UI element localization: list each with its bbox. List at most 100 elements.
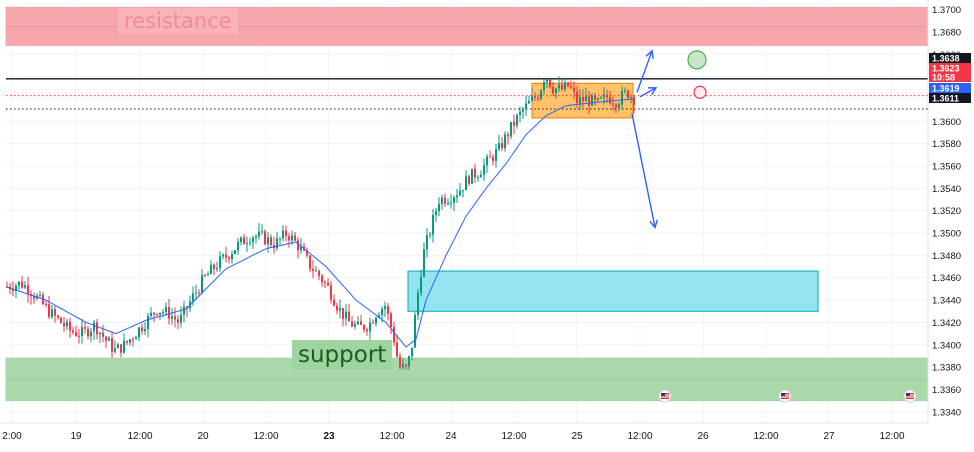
candle-body [513,121,515,126]
price-tick-label: 1.3460 [932,273,961,284]
flag-stripe [661,396,669,398]
time-tick-label: 12:00 [379,431,404,442]
candle-body [342,308,344,319]
candle-body [66,321,68,327]
candle-body [345,311,347,319]
candle-body [378,315,380,318]
candle-body [615,104,617,108]
annotations [631,49,707,229]
candle-body [588,96,590,106]
candle-body [450,202,452,204]
candle-body [417,292,419,315]
candle-body [357,321,359,325]
candle-body [168,306,170,319]
candle-body [621,91,623,105]
price-tick-label: 1.3680 [932,27,961,38]
candle-body [393,327,395,343]
candle-body [174,316,176,320]
candle-body [573,87,575,92]
candle-body [618,104,620,108]
trend-arrow [631,113,656,228]
candle-body [582,97,584,102]
candle-body [609,97,611,104]
price-tick-label: 1.3380 [932,363,961,374]
candle-body [237,241,239,251]
candle-body [201,275,203,293]
time-tick-label: 12:00 [627,431,652,442]
candle-body [477,177,479,179]
candle-body [471,168,473,184]
candle-body [633,96,635,105]
candle-body [324,282,326,284]
candle-body [534,96,536,98]
candle-body [462,190,464,192]
price-tick-label: 1.3500 [932,229,961,240]
price-tick-label: 1.3400 [932,340,961,351]
flag-canton [661,393,665,396]
flag-stripe [906,396,914,398]
candle-body [183,306,185,315]
flag-canton [781,393,785,396]
price-badge-bg [929,83,971,93]
candle-body [231,254,233,260]
candle-body [219,256,221,269]
candle-body [498,142,500,150]
candle-body [360,321,362,325]
us-flag-icon[interactable] [903,389,917,403]
price-axis[interactable]: 1.3340 1.3360 1.3380 1.3400 1.3420 1.3440 1.34… [927,0,971,423]
price-badge: 1.3638 [929,53,971,64]
candle-body [21,281,23,288]
price-badge: 1.3623 [929,63,971,74]
candle-body [123,340,125,353]
candle-body [540,90,542,100]
candle-body [390,313,392,328]
candle-body [480,174,482,178]
price-tick-label: 1.3420 [932,318,961,329]
candle-body [249,242,251,244]
candle-body [78,335,80,337]
candle-body [594,95,596,100]
time-tick-label: 27 [823,431,835,442]
candle-body [261,231,263,233]
candle-body [243,237,245,245]
candle-body [129,339,131,343]
candle-body [543,82,545,91]
candle-body [552,87,554,94]
time-tick-label: 2:00 [2,431,22,442]
candle-body [474,168,476,178]
candle-body [270,237,272,245]
us-flag-icon[interactable] [658,389,672,403]
candle-body [564,82,566,90]
candle-body [387,306,389,314]
candle-body [213,264,215,270]
candle-body [90,331,92,337]
candle-body [435,211,437,216]
candle-body [279,238,281,240]
candle-body [306,250,308,256]
candle-body [522,109,524,112]
candle-body [510,121,512,137]
candle-body [375,317,377,324]
candle-body [507,134,509,137]
candle-body [282,230,284,239]
candle-body [114,348,116,352]
candle-body [399,356,401,368]
time-axis[interactable]: 2:00 19 12:00 20 12:00 23 12:00 24 12:00 25 12:00 2… [0,422,928,442]
candle-body [162,312,164,314]
price-badge: 1.3611 [929,93,971,104]
candle-body [456,195,458,198]
price-tick-label: 1.3480 [932,251,961,262]
candle-body [384,306,386,309]
candle-body [108,338,110,341]
resistance-label: resistance [118,8,238,34]
candle-body [468,176,470,184]
candle-body [39,294,41,296]
candle-body [528,100,530,104]
zones [5,6,929,402]
candle-body [486,156,488,166]
us-flag-icon[interactable] [778,389,792,403]
candle-body [546,79,548,83]
candle-body [210,264,212,275]
